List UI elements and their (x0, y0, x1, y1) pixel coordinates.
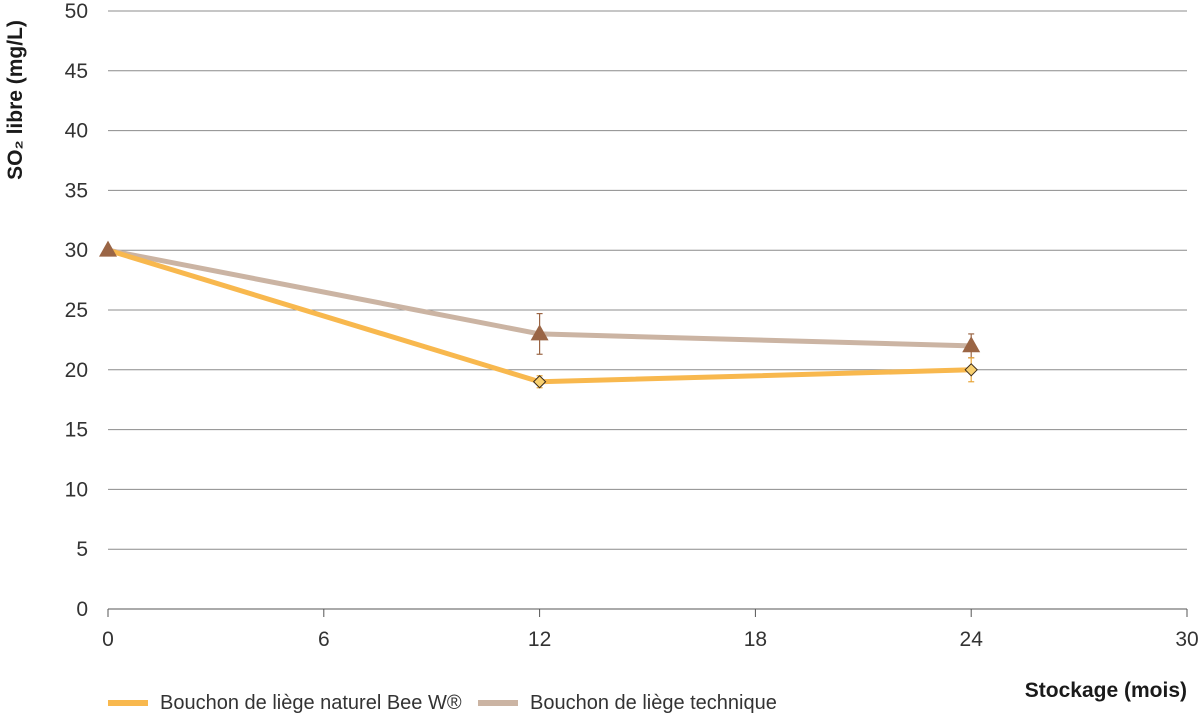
y-tick-label: 40 (65, 120, 88, 143)
x-axis-ticks: 0 6 12 18 24 30 (102, 609, 1199, 651)
y-tick-label: 15 (65, 419, 88, 442)
x-tick-label: 30 (1175, 628, 1198, 651)
data-point-triangle (962, 336, 981, 353)
y-axis-title: SO₂ libre (mg/L) (4, 20, 27, 180)
x-tick-label: 24 (960, 628, 984, 651)
x-tick-label: 12 (528, 628, 551, 651)
grid (108, 10, 1187, 610)
y-axis-ticks: 0 5 10 15 20 25 30 35 40 45 50 (65, 0, 88, 621)
y-tick-label: 30 (65, 239, 88, 262)
x-tick-label: 18 (744, 628, 767, 651)
data-point-diamond (532, 375, 547, 389)
x-axis-title: Stockage (mois) (1025, 679, 1187, 702)
legend: Bouchon de liège naturel Bee W® Bouchon d… (108, 692, 777, 714)
y-tick-label: 20 (65, 359, 88, 382)
data-point-triangle (99, 240, 117, 257)
y-tick-label: 25 (65, 299, 88, 322)
data-point-triangle (530, 324, 549, 341)
x-tick-label: 0 (102, 628, 114, 651)
y-tick-label: 0 (76, 598, 88, 621)
x-tick-label: 6 (318, 628, 330, 651)
y-tick-label: 10 (65, 478, 88, 501)
legend-label-0: Bouchon de liège naturel Bee W® (160, 692, 462, 714)
legend-label-1: Bouchon de liège technique (530, 692, 777, 714)
y-tick-label: 50 (65, 0, 88, 23)
y-tick-label: 35 (65, 179, 88, 202)
y-tick-label: 5 (76, 538, 88, 561)
data-point-diamond (964, 363, 978, 377)
y-tick-label: 45 (65, 60, 88, 83)
series-layer (99, 240, 981, 389)
